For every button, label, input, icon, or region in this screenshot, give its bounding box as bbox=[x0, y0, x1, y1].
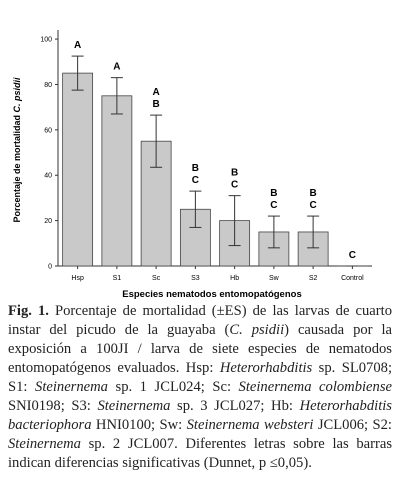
caption-run: sp. 2 JCL007. Diferentes letras sobre la… bbox=[8, 436, 392, 471]
caption-run: sp. 1 JCL024; Sc: bbox=[107, 379, 239, 395]
caption-run: Fig. 1. bbox=[8, 303, 49, 319]
caption: Fig. 1. Porcentaje de mortalidad (±ES) d… bbox=[8, 302, 392, 473]
x-tick-label: S1 bbox=[113, 275, 122, 282]
chart: Porcentaje de mortalidad C. psidii Espec… bbox=[12, 30, 372, 300]
significance-letter: B bbox=[270, 188, 277, 199]
caption-run: SNI0198; S3: bbox=[8, 398, 98, 414]
y-tick-label: 20 bbox=[44, 218, 52, 225]
caption-run: HNI0100; Sw: bbox=[91, 417, 187, 433]
significance-letter: C bbox=[349, 250, 356, 261]
caption-run: sp. SL0708; S1: bbox=[8, 360, 393, 395]
x-tick-label: Control bbox=[341, 275, 364, 282]
x-tick-label: S2 bbox=[309, 275, 318, 282]
significance-letter: B bbox=[153, 99, 160, 110]
caption-run: Steinernema bbox=[8, 436, 81, 452]
significance-letter: A bbox=[113, 62, 120, 73]
y-tick-label: 80 bbox=[44, 82, 52, 89]
x-tick-label: Sw bbox=[269, 275, 280, 282]
x-axis-label: Especies nematodos entomopatógenos bbox=[122, 289, 301, 300]
bar bbox=[62, 72, 94, 267]
significance-letter: A bbox=[74, 40, 81, 51]
significance-letter: C bbox=[192, 175, 199, 186]
caption-run: ) causada por la exposición a 100JI / la… bbox=[8, 322, 392, 376]
significance-letter: B bbox=[310, 188, 317, 199]
y-axis-label: Porcentaje de mortalidad C. psidii bbox=[12, 77, 22, 223]
x-tick-label: Sc bbox=[152, 275, 161, 282]
caption-run: sp. 3 JCL027; Hb: bbox=[170, 398, 300, 414]
x-tick-label: Hb bbox=[230, 275, 239, 282]
significance-letter: C bbox=[270, 200, 277, 211]
significance-letter: C bbox=[231, 180, 238, 191]
caption-run: Heterorhabditis bbox=[219, 360, 313, 376]
y-tick-label: 100 bbox=[40, 37, 52, 44]
y-axis-label-text: Porcentaje de mortalidad bbox=[12, 112, 22, 222]
x-tick-label: Hsp bbox=[71, 275, 84, 282]
significance-letter: C bbox=[310, 200, 317, 211]
caption-run: Porcentaje de mortalidad (±ES) de las la… bbox=[8, 303, 392, 338]
significance-letter: B bbox=[192, 163, 199, 174]
y-tick-label: 0 bbox=[48, 264, 52, 271]
caption-run: C. psidii bbox=[229, 322, 285, 338]
y-tick-label: 60 bbox=[44, 127, 52, 134]
caption-run: JCL006; S2: bbox=[313, 417, 392, 433]
bar bbox=[101, 95, 133, 267]
significance-letter: B bbox=[231, 168, 238, 179]
y-axis-label-species: C. psidii bbox=[12, 77, 22, 113]
caption-run: Steinernema bbox=[97, 398, 171, 414]
caption-run: Steinernema bbox=[35, 379, 108, 395]
caption-run: Steinernema websteri bbox=[186, 417, 314, 433]
x-tick-label: S3 bbox=[191, 275, 200, 282]
caption-run: Heterorhabditis bacteriophora bbox=[8, 398, 392, 433]
y-tick-label: 40 bbox=[44, 173, 52, 180]
significance-letter: A bbox=[153, 87, 160, 98]
caption-run: Steinernema colombiense bbox=[238, 379, 392, 395]
